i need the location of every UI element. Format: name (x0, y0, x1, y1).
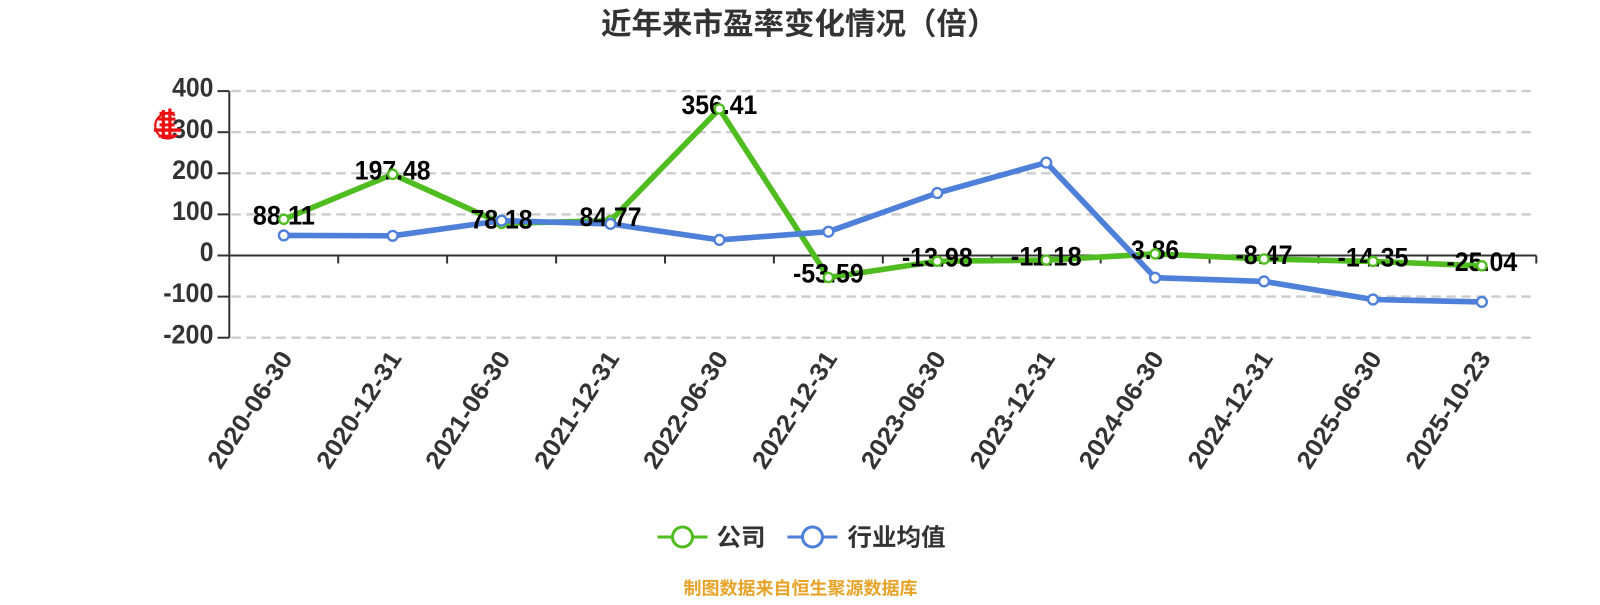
svg-text:0: 0 (200, 237, 214, 267)
svg-text:400: 400 (172, 73, 213, 103)
svg-text:-200: -200 (163, 319, 213, 349)
svg-text:-100: -100 (163, 278, 213, 308)
svg-text:100: 100 (172, 196, 213, 226)
svg-text:200: 200 (172, 155, 213, 185)
